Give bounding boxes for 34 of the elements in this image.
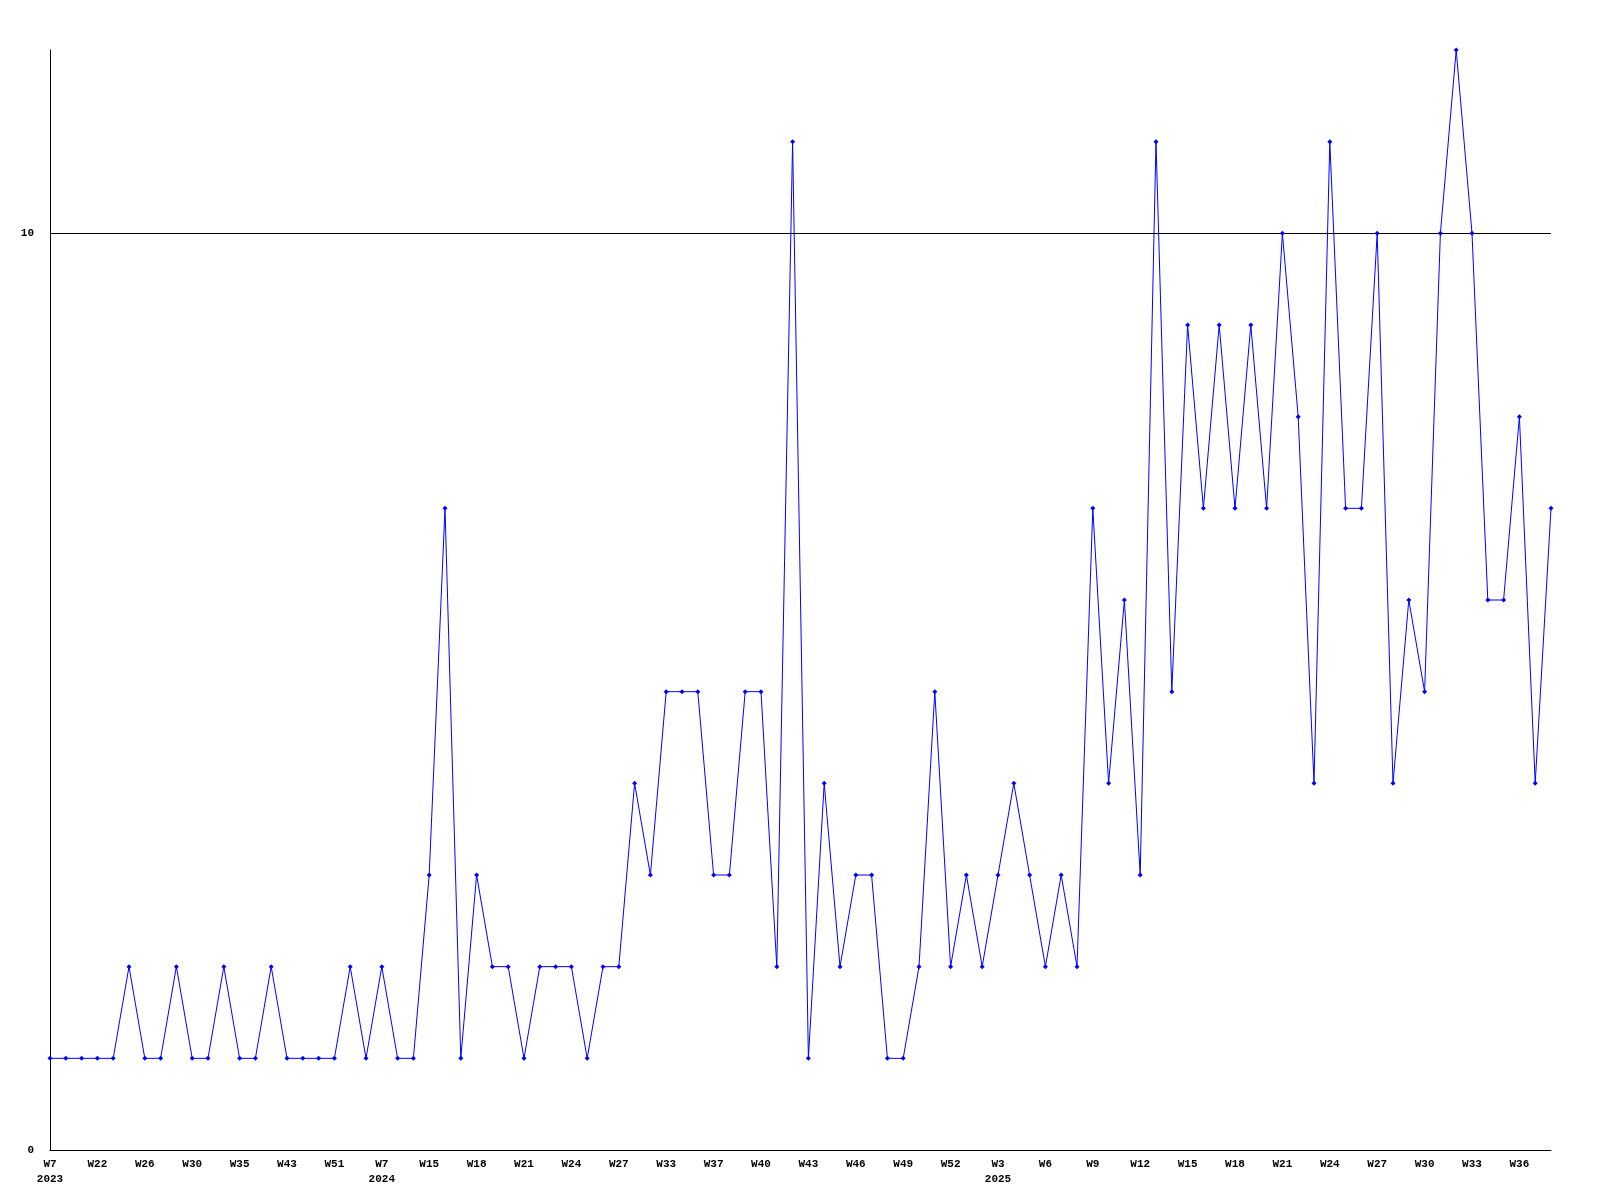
x-tick-label: W26: [134, 1157, 155, 1170]
x-tick-label: W43: [798, 1157, 819, 1170]
x-tick-label: W9: [1086, 1157, 1100, 1170]
x-tick-label: W36: [1509, 1157, 1530, 1170]
x-tick-label: W3 2025: [984, 1157, 1012, 1185]
y-tick-label: 10: [20, 227, 34, 240]
x-tick-label: W43: [277, 1157, 298, 1170]
x-tick-label: W7 2023: [36, 1157, 64, 1185]
x-tick-label: W51: [324, 1157, 345, 1170]
x-tick-label: W24: [561, 1157, 582, 1170]
x-tick-label: W30: [182, 1157, 203, 1170]
x-tick-label: W52: [940, 1157, 961, 1170]
x-tick-label: W15: [1177, 1157, 1198, 1170]
x-tick-label: W6: [1038, 1157, 1052, 1170]
x-tick-label: W49: [893, 1157, 914, 1170]
x-tick-label: W37: [703, 1157, 724, 1170]
x-tick-label: W7 2024: [368, 1157, 396, 1185]
x-tick-label: W18: [1225, 1157, 1246, 1170]
x-tick-label: W33: [656, 1157, 677, 1170]
x-tick-label: W21: [1272, 1157, 1293, 1170]
x-tick-label: W27: [1367, 1157, 1388, 1170]
x-tick-label: W27: [608, 1157, 629, 1170]
x-tick-label: W35: [229, 1157, 250, 1170]
x-tick-label: W46: [845, 1157, 866, 1170]
x-tick-label: W33: [1462, 1157, 1483, 1170]
x-tick-label: W21: [514, 1157, 535, 1170]
x-tick-label: W22: [87, 1157, 108, 1170]
y-tick-label: 0: [27, 1144, 34, 1156]
x-tick-label: W18: [466, 1157, 487, 1170]
x-tick-label: W12: [1130, 1157, 1151, 1170]
x-tick-label: W24: [1319, 1157, 1341, 1170]
x-tick-label: W40: [751, 1157, 771, 1170]
x-tick-label: W15: [419, 1157, 440, 1170]
x-tick-label: W30: [1414, 1157, 1435, 1170]
